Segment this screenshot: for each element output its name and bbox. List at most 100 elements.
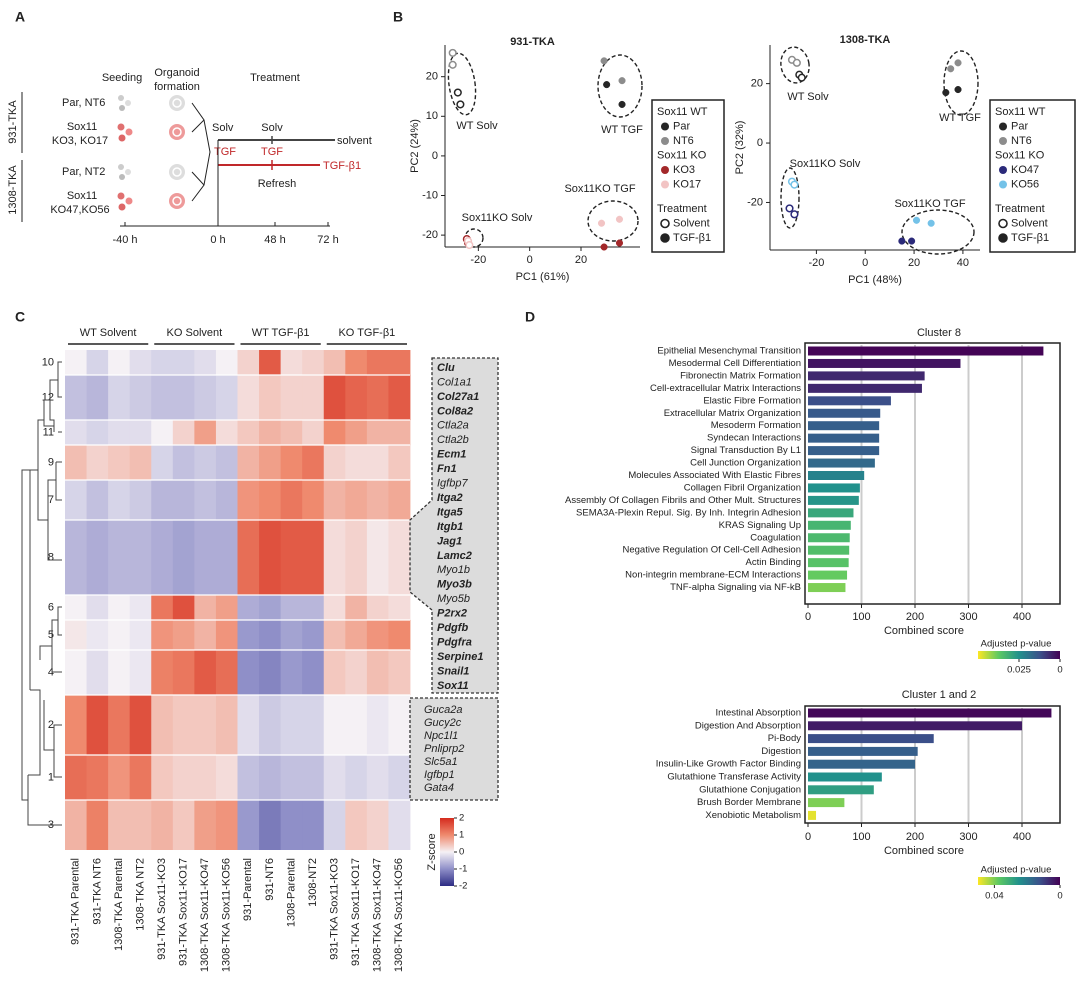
point: [597, 219, 606, 227]
heatmap-cell: [215, 755, 238, 800]
heatmap-cell: [172, 695, 195, 755]
column-label: 1308-Parental: [285, 858, 297, 927]
column-group-label: WT TGF-β1: [252, 327, 310, 339]
point: [954, 59, 962, 67]
heatmap-cell: [108, 375, 131, 420]
heatmap-cell: [323, 755, 346, 800]
organoid-icons: [117, 95, 185, 211]
category-label: Non-integrin membrane-ECM Interactions: [625, 570, 801, 581]
heatmap-cell: [194, 620, 217, 650]
gene-label: Clu: [437, 362, 455, 374]
heatmap-cell: [259, 695, 282, 755]
bar: [808, 408, 881, 418]
heatmap-cell: [129, 480, 152, 520]
heatmap-cell: [366, 595, 389, 620]
heatmap-cell: [280, 375, 303, 420]
legend-label: KO56: [1011, 178, 1039, 190]
gene-label: Col1a1: [437, 376, 472, 388]
bar: [808, 533, 850, 543]
heatmap-cell: [108, 800, 131, 850]
point: [908, 237, 916, 245]
legend-swatch: [999, 180, 1007, 189]
legend-swatch: [661, 180, 669, 189]
heatmap-cell: [302, 650, 325, 695]
bar: [808, 396, 891, 406]
gene-label: Itgb1: [437, 521, 463, 533]
heatmap-cell: [323, 350, 346, 375]
heatmap-cell: [129, 650, 152, 695]
heatmap-cell: [86, 420, 109, 445]
heatmap-cell: [345, 695, 368, 755]
point: [448, 60, 457, 69]
gene-label: Serpine1: [437, 651, 483, 663]
heatmap-cell: [86, 755, 109, 800]
heatmap-cell: [237, 755, 260, 800]
label: KO3, KO17: [52, 135, 108, 147]
heatmap-cell: [215, 480, 238, 520]
x-tick-label: 40: [957, 257, 969, 269]
heatmap-cell: [323, 695, 346, 755]
y-tick-label: 20: [426, 71, 438, 83]
heatmap-cell: [65, 375, 87, 420]
colorbar-tick-label: 0.025: [1007, 665, 1031, 676]
gene-label: Guca2a: [424, 704, 463, 716]
heatmap-cell: [237, 480, 260, 520]
colorbar-tick-label: -1: [459, 864, 467, 875]
heatmap-cell: [237, 650, 260, 695]
bar: [808, 421, 880, 431]
column-label: 931-TKA Sox11-KO3: [328, 858, 340, 960]
column-label: 931-TKA Parental: [70, 858, 82, 945]
x-axis-label: Combined score: [884, 845, 964, 857]
heatmap-cell: [345, 800, 368, 850]
column-label: 1308-TKA NT2: [134, 858, 146, 931]
heatmap-cell: [237, 800, 260, 850]
cluster-outline: [447, 52, 477, 116]
heatmap-cell: [345, 650, 368, 695]
cluster-outline: [780, 167, 800, 229]
column-label: 1308-NT2: [307, 858, 319, 907]
heatmap-cell: [215, 800, 238, 850]
bar: [808, 746, 918, 756]
x-tick-label: 0: [805, 831, 811, 843]
x-tick-label: 0: [862, 257, 868, 269]
heatmap-cell: [108, 595, 131, 620]
category-label: Mesoderm Formation: [711, 420, 801, 431]
annotation: Sox11KO TGF: [564, 183, 635, 195]
heatmap-cell: [366, 695, 389, 755]
legend-group: Sox11 KO: [995, 149, 1045, 161]
heatmap-cell: [259, 350, 282, 375]
heatmap-cell: [323, 620, 346, 650]
point: [792, 58, 801, 67]
heatmap-cell: [345, 445, 368, 480]
cluster-outline: [597, 54, 643, 118]
dendrogram: [21, 361, 62, 826]
category-label: Extracellular Matrix Organization: [664, 408, 801, 419]
point: [453, 88, 462, 97]
bar: [808, 358, 961, 368]
heatmap-cell: [151, 620, 174, 650]
bar: [808, 570, 848, 580]
legend-swatch: [661, 166, 669, 174]
gene-label: Snail1: [437, 665, 469, 677]
gene-label: Myo1b: [437, 564, 470, 576]
heatmap-cell: [237, 620, 260, 650]
x-tick-label: 20: [908, 257, 920, 269]
heatmap-cell: [259, 445, 282, 480]
annotation: Sox11KO TGF: [894, 198, 965, 210]
category-label: Epithelial Mesenchymal Transition: [657, 346, 801, 357]
label: 48 h: [264, 234, 285, 246]
heatmap-cell: [215, 375, 238, 420]
heatmap-cell: [172, 755, 195, 800]
heatmap-cell: [86, 520, 109, 595]
x-tick-label: 20: [575, 254, 587, 266]
label: TGF: [214, 146, 236, 158]
heatmap-cell: [108, 350, 131, 375]
heatmap-cell: [215, 520, 238, 595]
label: Sox11: [67, 121, 97, 133]
heatmap-cell: [151, 350, 174, 375]
colorbar-title: Adjusted p-value: [981, 865, 1052, 876]
gene-label: Itga2: [437, 492, 463, 504]
bar: [808, 433, 880, 443]
heatmap-cell: [215, 620, 238, 650]
heatmap-cell: [280, 420, 303, 445]
